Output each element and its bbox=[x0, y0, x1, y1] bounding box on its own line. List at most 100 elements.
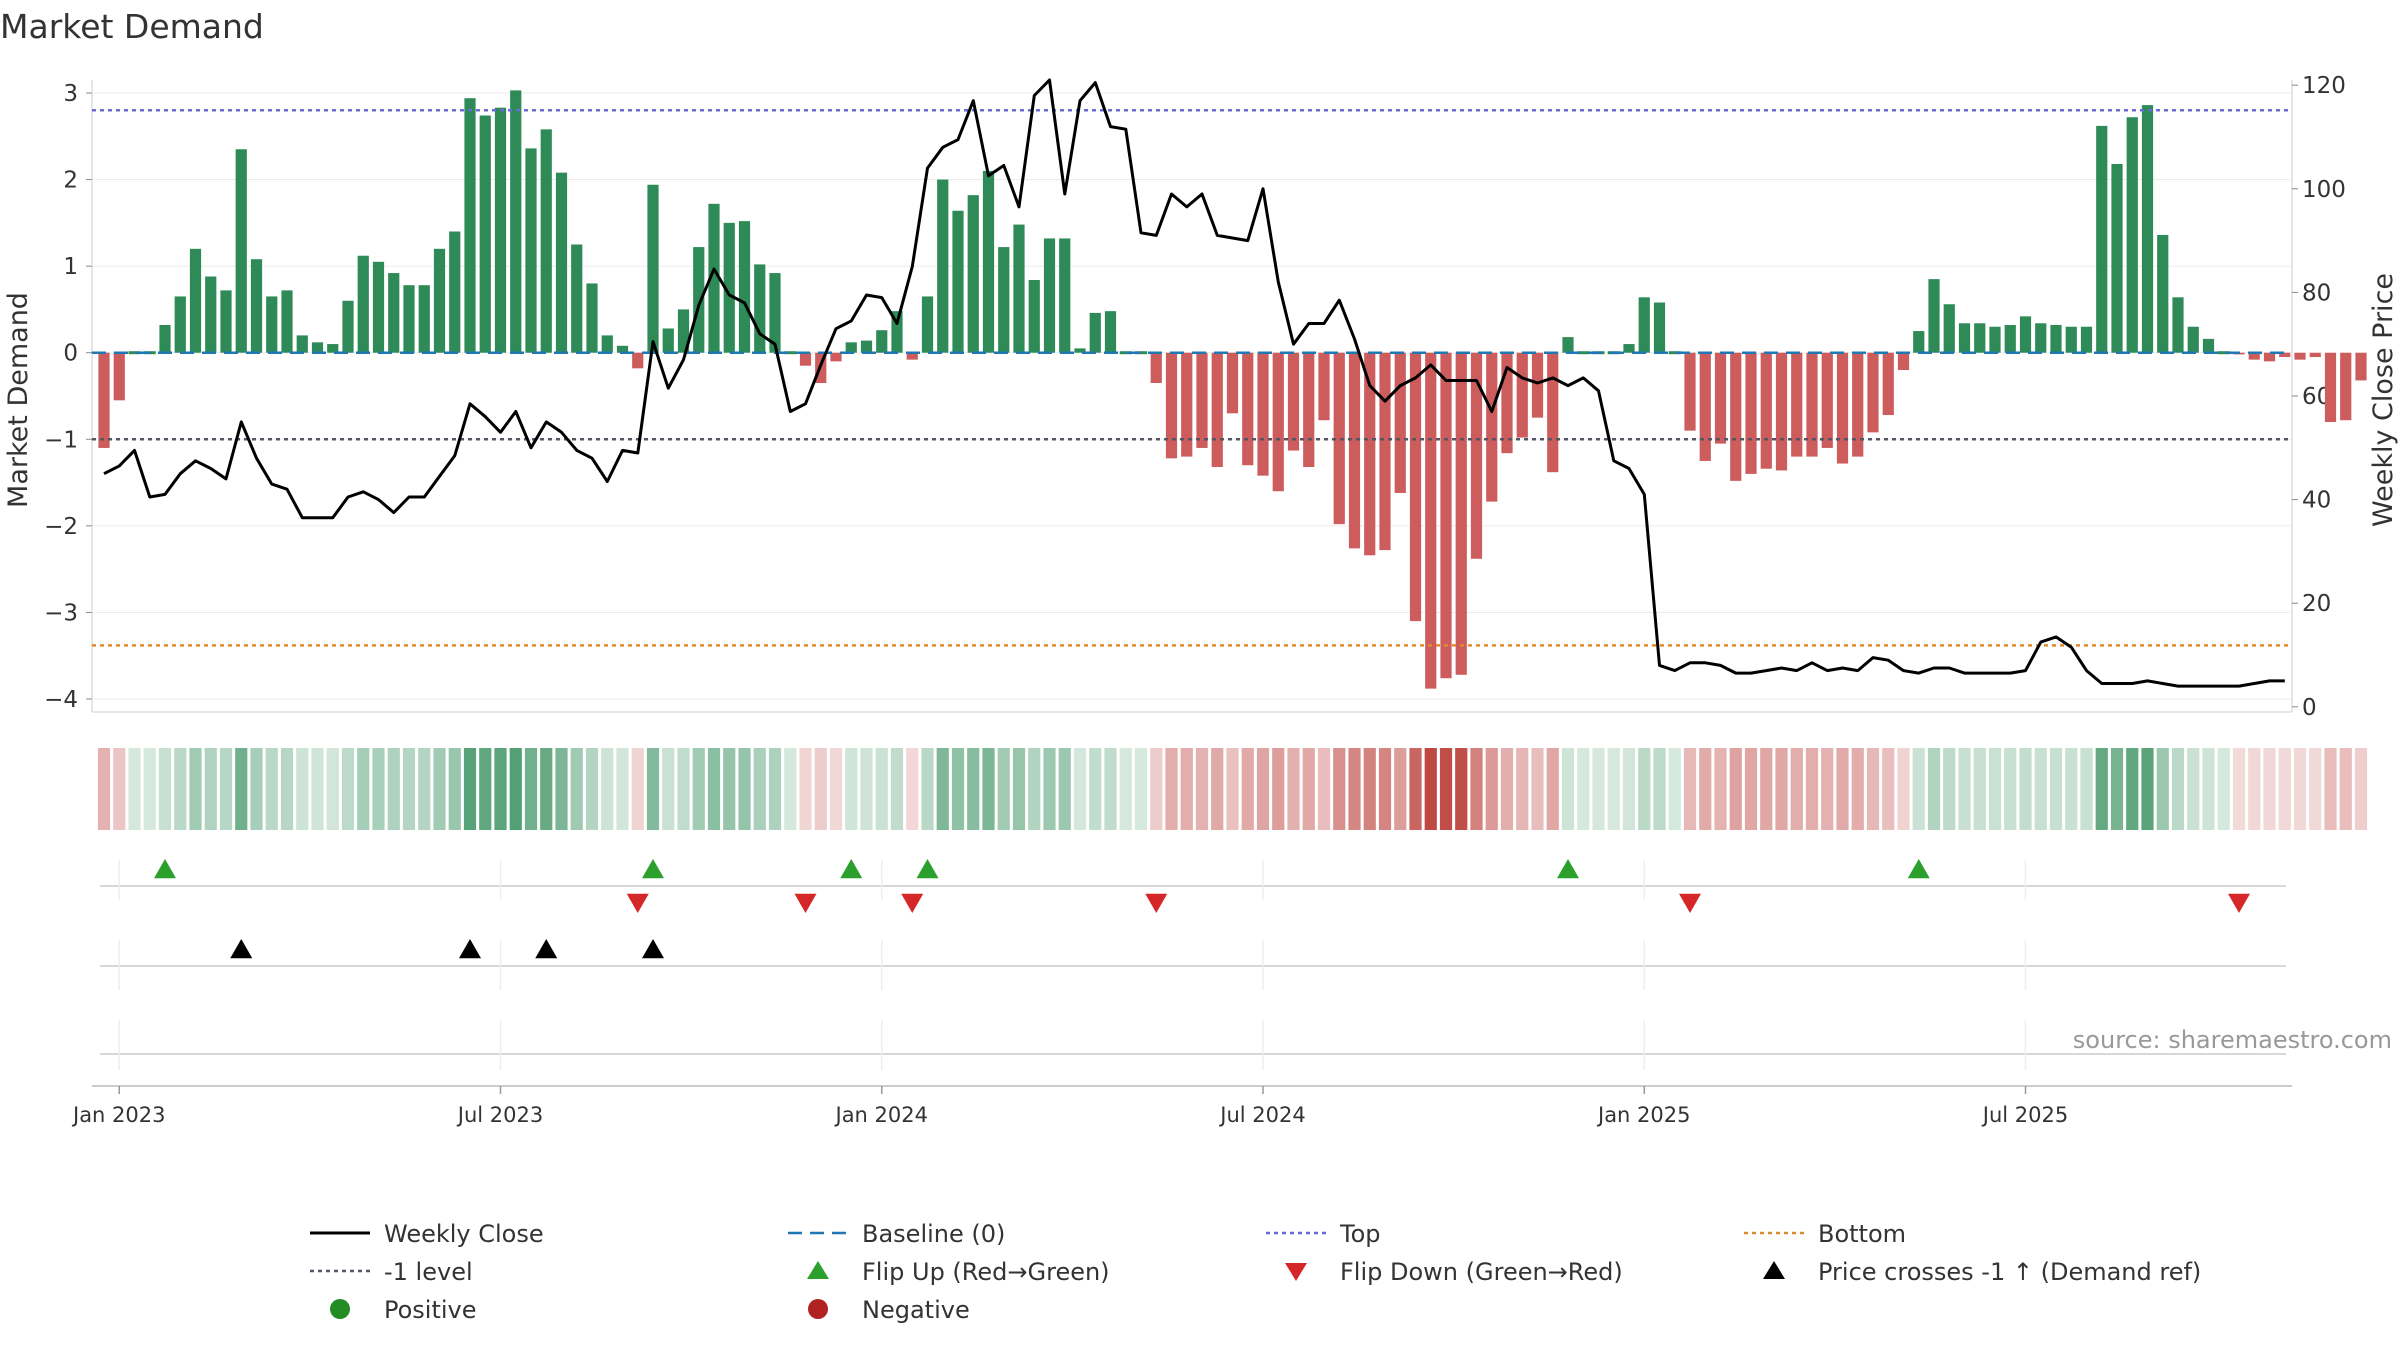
heat-cell bbox=[540, 748, 553, 830]
demand-bar-positive bbox=[1059, 238, 1071, 353]
demand-bar-positive bbox=[586, 283, 598, 353]
heat-cell bbox=[1012, 748, 1026, 830]
demand-bar-positive bbox=[1013, 224, 1025, 353]
demand-bar-positive bbox=[1958, 323, 1971, 353]
heat-cell bbox=[1653, 748, 1666, 830]
heat-cell bbox=[1882, 748, 1895, 830]
demand-bar-positive bbox=[1638, 297, 1650, 353]
demand-bar-positive bbox=[937, 179, 949, 353]
heat-cell bbox=[433, 748, 446, 830]
heat-cell bbox=[1622, 748, 1636, 830]
y-axis-label-left: Market Demand bbox=[3, 292, 34, 508]
demand-bar-negative bbox=[1425, 352, 1437, 689]
heat-cell bbox=[2217, 748, 2230, 830]
x-tick-label: Jul 2025 bbox=[1981, 1103, 2068, 1127]
legend-label: Bottom bbox=[1818, 1220, 1906, 1248]
heat-cell bbox=[418, 748, 431, 830]
demand-bar-positive bbox=[1028, 279, 1040, 353]
demand-bar-positive bbox=[2202, 338, 2215, 353]
heat-cell bbox=[2324, 748, 2337, 830]
heat-cell bbox=[1805, 748, 1819, 830]
heat-cell bbox=[2339, 748, 2352, 830]
demand-bar-positive bbox=[174, 296, 186, 353]
price-cross-marker bbox=[230, 939, 253, 959]
demand-bar-negative bbox=[1364, 352, 1376, 556]
legend-label: Baseline (0) bbox=[862, 1220, 1005, 1248]
demand-bar-positive bbox=[1989, 326, 2001, 353]
heat-cell bbox=[845, 748, 858, 830]
heat-cell bbox=[1668, 748, 1681, 830]
heat-cell bbox=[1333, 748, 1346, 830]
heat-cell bbox=[1287, 748, 1300, 830]
heat-cell bbox=[1836, 748, 1849, 830]
heat-cell bbox=[158, 748, 172, 830]
demand-bar-negative bbox=[830, 352, 842, 362]
y-tick-label-left: 3 bbox=[63, 81, 78, 107]
legend-item-flip-up: Flip Up (Red→Green) bbox=[807, 1258, 1110, 1286]
heat-cell bbox=[677, 748, 690, 830]
heat-cell bbox=[1302, 748, 1315, 830]
demand-bar-positive bbox=[555, 172, 568, 353]
heat-cell bbox=[1134, 748, 1148, 830]
legend-item-negative: Negative bbox=[808, 1296, 970, 1324]
heat-cell bbox=[494, 748, 507, 830]
heat-cell bbox=[1912, 748, 1925, 830]
heat-cell bbox=[768, 748, 782, 830]
demand-bar-negative bbox=[1409, 352, 1422, 622]
legend-label: -1 level bbox=[384, 1258, 473, 1286]
heat-cell bbox=[463, 748, 477, 830]
demand-bar-positive bbox=[2035, 323, 2047, 353]
demand-bar-negative bbox=[2294, 352, 2306, 360]
demand-bar-negative bbox=[113, 352, 125, 401]
legend-item-bottom: Bottom bbox=[1744, 1220, 1906, 1248]
y-tick-label-left: 1 bbox=[63, 254, 78, 280]
demand-bar-positive bbox=[1623, 344, 1635, 353]
demand-bar-positive bbox=[479, 115, 491, 353]
heat-cell bbox=[631, 748, 644, 830]
heat-cell bbox=[1104, 748, 1117, 830]
heat-cell bbox=[1439, 748, 1453, 830]
demand-bar-positive bbox=[189, 248, 202, 353]
demand-bar-positive bbox=[250, 259, 263, 353]
heat-cell bbox=[1943, 748, 1956, 830]
demand-bar-positive bbox=[372, 261, 385, 353]
demand-bar-positive bbox=[754, 264, 766, 353]
heat-cell bbox=[1043, 748, 1056, 830]
demand-bar-negative bbox=[1303, 352, 1315, 467]
heat-cell bbox=[784, 748, 797, 830]
demand-bar-positive bbox=[2050, 325, 2062, 353]
y-tick-label-left: −2 bbox=[44, 514, 78, 540]
legend-swatch-circle bbox=[330, 1299, 350, 1319]
demand-bar-positive bbox=[845, 342, 857, 353]
demand-bar-positive bbox=[525, 148, 537, 353]
flip-down-marker bbox=[626, 893, 649, 913]
demand-bar-negative bbox=[1547, 352, 1559, 473]
heat-cell bbox=[1150, 748, 1163, 830]
heat-cell bbox=[1073, 748, 1087, 830]
demand-bar-negative bbox=[1684, 352, 1696, 431]
heat-cell bbox=[860, 748, 873, 830]
demand-bar-positive bbox=[510, 90, 522, 353]
x-tick-label: Jan 2023 bbox=[71, 1103, 166, 1127]
demand-bar-negative bbox=[2324, 352, 2337, 422]
demand-bar-negative bbox=[1440, 352, 1452, 679]
heat-cell bbox=[1028, 748, 1041, 830]
demand-bar-positive bbox=[662, 328, 674, 353]
legend-label: Negative bbox=[862, 1296, 970, 1324]
heat-cell bbox=[1531, 748, 1544, 830]
y-axis-label-right: Weekly Close Price bbox=[2368, 273, 2399, 527]
heat-cell bbox=[2263, 748, 2276, 830]
demand-bar-positive bbox=[616, 345, 629, 353]
demand-bar-positive bbox=[357, 255, 369, 353]
demand-bar-negative bbox=[2355, 352, 2367, 381]
heat-cell bbox=[997, 748, 1010, 830]
demand-bar-positive bbox=[311, 342, 324, 353]
heat-cell bbox=[2004, 748, 2017, 830]
y-tick-label-right: 80 bbox=[2302, 280, 2331, 306]
heat-cell bbox=[2171, 748, 2185, 830]
heat-cell bbox=[1607, 748, 1620, 830]
demand-bar-positive bbox=[220, 290, 232, 353]
demand-bar-positive bbox=[891, 311, 903, 353]
legend-item-flip-down: Flip Down (Green→Red) bbox=[1285, 1258, 1623, 1286]
heat-cell bbox=[982, 748, 995, 830]
